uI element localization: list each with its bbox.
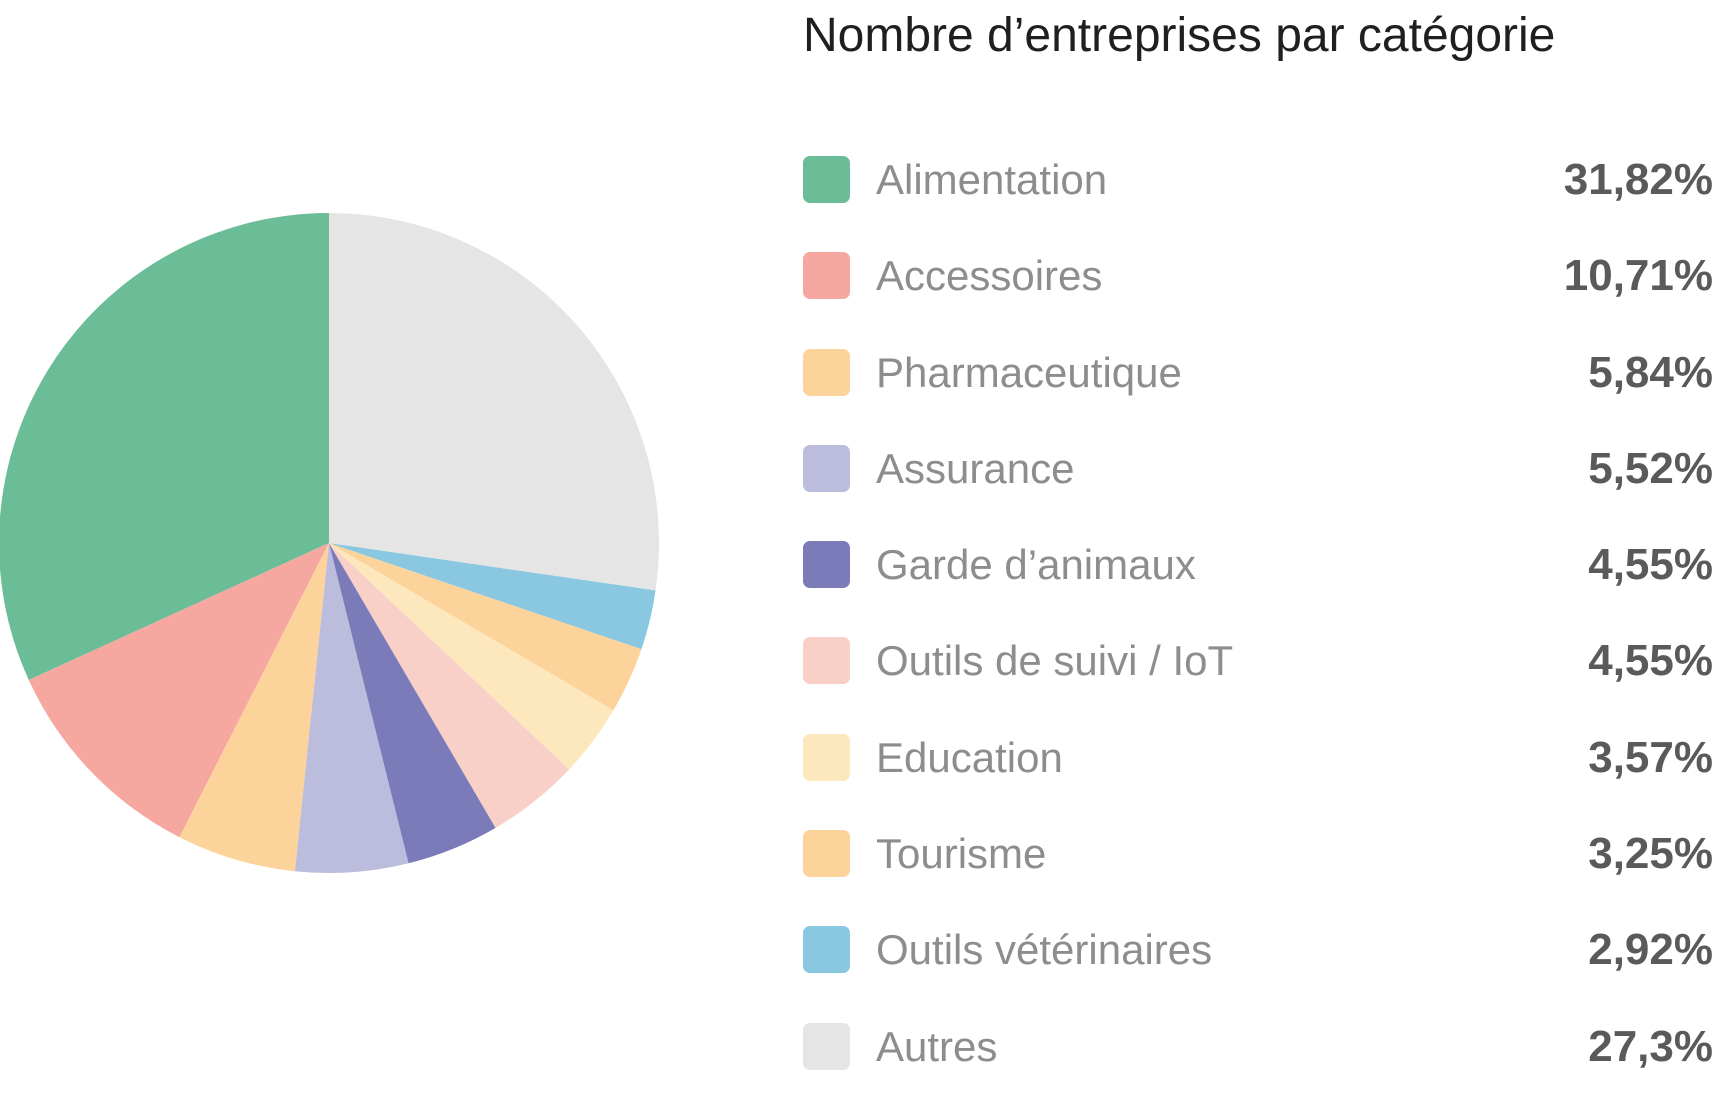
pie-chart	[0, 213, 659, 873]
legend-value: 10,71%	[1563, 251, 1713, 301]
legend-item-assurance: Assurance 5,52%	[803, 443, 1713, 541]
legend-swatch	[803, 1022, 850, 1070]
legend-label: Outils vétérinaires	[876, 926, 1213, 974]
legend: Alimentation 31,82% Accessoires 10,71% P…	[803, 156, 1713, 1119]
pie-slice-8	[329, 543, 656, 650]
legend-swatch	[803, 926, 850, 974]
legend-value: 5,52%	[1588, 443, 1713, 493]
legend-label: Garde d’animaux	[876, 541, 1196, 589]
chart-title: Nombre d’entreprises par catégorie	[803, 9, 1556, 62]
pie-slice-1	[28, 543, 329, 838]
legend-item-accessoires: Accessoires 10,71%	[803, 252, 1713, 348]
legend-value: 3,25%	[1588, 829, 1713, 879]
legend-item-tourisme: Tourisme 3,25%	[803, 830, 1713, 926]
legend-swatch	[803, 348, 850, 396]
legend-value: 31,82%	[1563, 155, 1713, 204]
legend-label: Accessoires	[876, 252, 1103, 300]
legend-label: Tourisme	[876, 830, 1047, 878]
pie-slice-4	[329, 543, 496, 864]
legend-item-education: Education 3,57%	[803, 732, 1713, 830]
legend-swatch	[803, 541, 850, 589]
legend-value: 5,84%	[1588, 347, 1713, 397]
legend-item-autres: Autres 27,3%	[803, 1021, 1713, 1119]
pie-slice-3	[294, 543, 409, 873]
legend-label: Autres	[876, 1022, 998, 1070]
legend-swatch	[803, 156, 850, 203]
legend-swatch	[803, 444, 850, 492]
legend-label: Pharmaceutique	[876, 348, 1182, 396]
legend-item-pharmaceutique: Pharmaceutique 5,84%	[803, 347, 1713, 445]
legend-swatch	[803, 733, 850, 781]
legend-value: 4,55%	[1588, 540, 1713, 590]
pie-slice-9	[329, 213, 659, 591]
legend-item-outils-suivi: Outils de suivi / IoT 4,55%	[803, 637, 1713, 733]
pie-slice-6	[329, 543, 614, 770]
legend-swatch	[803, 637, 850, 685]
legend-value: 27,3%	[1588, 1021, 1713, 1071]
legend-label: Alimentation	[876, 156, 1108, 203]
legend-swatch	[803, 830, 850, 878]
legend-value: 3,57%	[1588, 732, 1713, 782]
pie-slice-5	[329, 543, 570, 828]
legend-value: 2,92%	[1588, 925, 1713, 975]
pie-slice-0	[0, 213, 329, 680]
pie-slice-2	[179, 543, 329, 872]
legend-item-alimentation: Alimentation 31,82%	[803, 156, 1713, 252]
legend-item-outils-veterinaires: Outils vétérinaires 2,92%	[803, 926, 1713, 1022]
legend-swatch	[803, 252, 850, 300]
legend-value: 4,55%	[1588, 636, 1713, 686]
legend-item-garde-animaux: Garde d’animaux 4,55%	[803, 541, 1713, 637]
pie-slice-7	[329, 543, 642, 711]
legend-label: Outils de suivi / IoT	[876, 637, 1234, 685]
legend-label: Education	[876, 733, 1063, 781]
legend-label: Assurance	[876, 444, 1075, 492]
